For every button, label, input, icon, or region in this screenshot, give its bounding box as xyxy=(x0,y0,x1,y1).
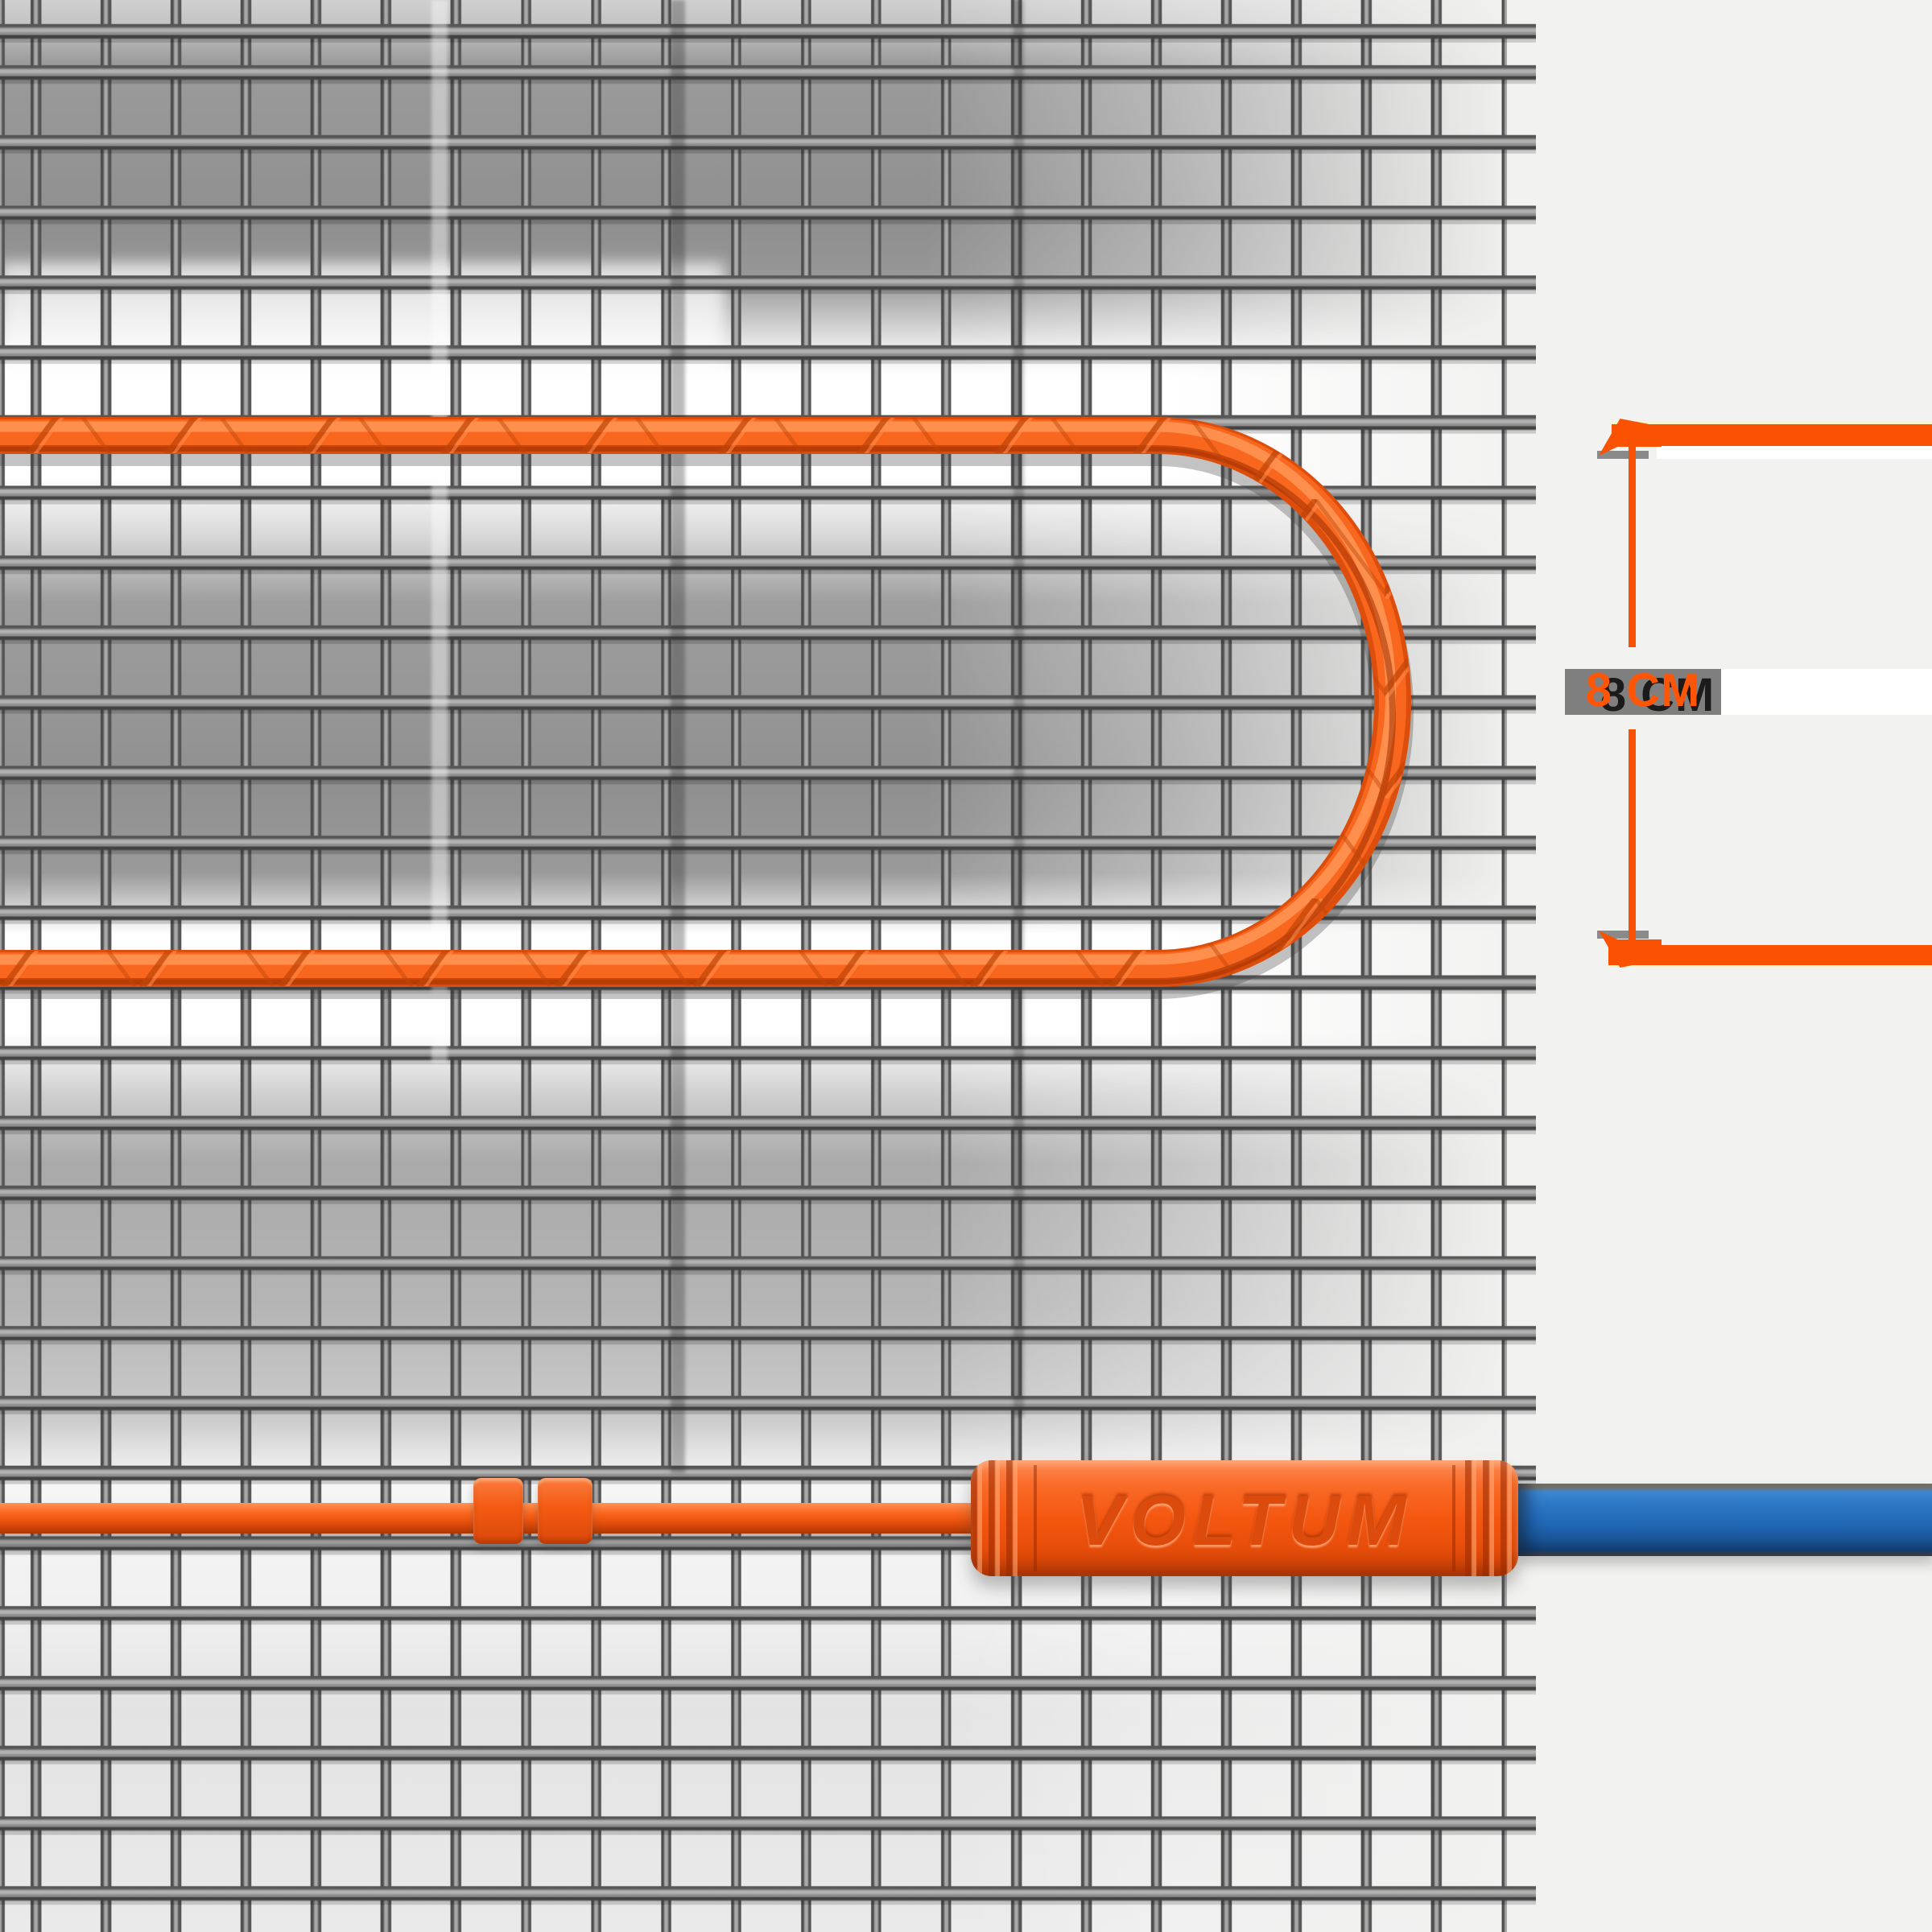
brand-logo-text: VOLTUM xyxy=(1075,1480,1414,1560)
cable-spiral-wrap xyxy=(0,418,1410,986)
dimension-label: 8 CM xyxy=(1585,664,1701,716)
dimension-bar-top xyxy=(1612,424,1932,446)
dimension-bar-glow xyxy=(1657,446,1932,459)
cable-shadow xyxy=(0,424,1414,999)
coupler-ribs-right xyxy=(1465,1460,1518,1576)
cable-fixing-clip xyxy=(538,1478,592,1544)
cable-fixing-clip xyxy=(473,1478,523,1544)
cable-highlight xyxy=(0,421,1397,965)
cable-coupler: VOLTUM xyxy=(971,1460,1518,1576)
cable-underside xyxy=(0,445,1396,985)
coupler-groove xyxy=(1452,1465,1455,1571)
dimension-label-glow xyxy=(1721,669,1932,715)
dimension-bar-bottom xyxy=(1608,945,1932,965)
cable-base xyxy=(0,417,1411,987)
mesh-light-seam xyxy=(431,0,448,1063)
dimension-line xyxy=(1629,444,1636,647)
coupler-ribs-left xyxy=(971,1460,1024,1576)
power-lead-cable xyxy=(1517,1484,1932,1556)
mesh-dark-seam xyxy=(671,0,685,1473)
dimension-stub xyxy=(1597,451,1649,459)
cable-body xyxy=(0,419,1406,980)
dimension-label-backdrop xyxy=(1565,669,1721,715)
dimension-stub xyxy=(1597,931,1649,939)
dimension-line xyxy=(1629,729,1636,940)
coupler-groove xyxy=(1034,1465,1037,1571)
mesh-dark-seam xyxy=(1013,0,1024,1417)
